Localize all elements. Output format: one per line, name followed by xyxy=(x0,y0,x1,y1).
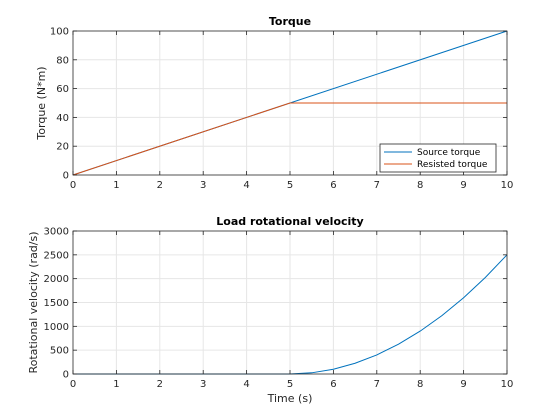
torque-legend-box xyxy=(379,143,497,173)
velocity-y-tick-label: 3000 xyxy=(44,227,69,238)
torque-y-tick-label: 60 xyxy=(56,84,69,95)
velocity-x-tick-label: 1 xyxy=(113,379,119,390)
velocity-x-tick-label: 0 xyxy=(70,379,76,390)
velocity-x-tick-label: 8 xyxy=(417,379,423,390)
velocity-y-axis-label: Rotational velocity (rad/s) xyxy=(27,231,40,373)
torque-chart-title: Torque xyxy=(269,15,311,28)
torque-x-tick-label: 8 xyxy=(417,180,423,191)
torque-y-axis-label: Torque (N*m) xyxy=(35,66,48,140)
torque-legend: Source torque Resisted torque xyxy=(379,143,497,173)
torque-x-tick-label: 7 xyxy=(374,180,380,191)
torque-y-tick-label: 20 xyxy=(56,142,69,153)
velocity-x-tick-label: 7 xyxy=(374,379,380,390)
velocity-y-tick-label: 2000 xyxy=(44,274,69,285)
torque-y-tick-label: 100 xyxy=(50,27,69,38)
torque-x-tick-label: 3 xyxy=(200,180,206,191)
velocity-x-tick-label: 10 xyxy=(501,379,514,390)
velocity-x-tick-label: 9 xyxy=(460,379,466,390)
torque-x-tick-label: 2 xyxy=(157,180,163,191)
velocity-chart-title: Load rotational velocity xyxy=(216,215,363,228)
torque-series-line-1 xyxy=(72,102,507,176)
velocity-x-tick-label: 2 xyxy=(157,379,163,390)
torque-y-tick-label: 0 xyxy=(63,171,69,182)
torque-x-tick-label: 10 xyxy=(501,180,514,191)
torque-x-tick-label: 0 xyxy=(70,180,76,191)
velocity-x-tick-label: 6 xyxy=(330,379,336,390)
torque-y-tick-label: 80 xyxy=(56,55,69,66)
velocity-y-tick-label: 1500 xyxy=(44,298,69,309)
velocity-y-tick-label: 500 xyxy=(50,346,69,357)
velocity-y-tick-label: 1000 xyxy=(44,322,69,333)
velocity-x-tick-label: 4 xyxy=(243,379,249,390)
velocity-y-tick-label: 2500 xyxy=(44,250,69,261)
torque-x-tick-label: 6 xyxy=(330,180,336,191)
velocity-x-axis-label: Time (s) xyxy=(267,392,313,405)
torque-x-tick-label: 5 xyxy=(287,180,293,191)
velocity-plot: 0 1 2 3 4 5 6 7 8 9 10 0 500 1000 1500 2000 2500 3000 Load… xyxy=(27,215,513,405)
velocity-x-tick-label: 3 xyxy=(200,379,206,390)
torque-y-tick-label: 40 xyxy=(56,113,69,124)
velocity-y-tick-label: 0 xyxy=(63,370,69,381)
torque-legend-label-1: Resisted torque xyxy=(417,160,488,170)
torque-x-tick-label: 1 xyxy=(113,180,119,191)
torque-x-tick-label: 9 xyxy=(460,180,466,191)
velocity-x-tick-label: 5 xyxy=(287,379,293,390)
torque-legend-label-0: Source torque xyxy=(417,148,481,158)
torque-x-tick-label: 4 xyxy=(243,180,249,191)
